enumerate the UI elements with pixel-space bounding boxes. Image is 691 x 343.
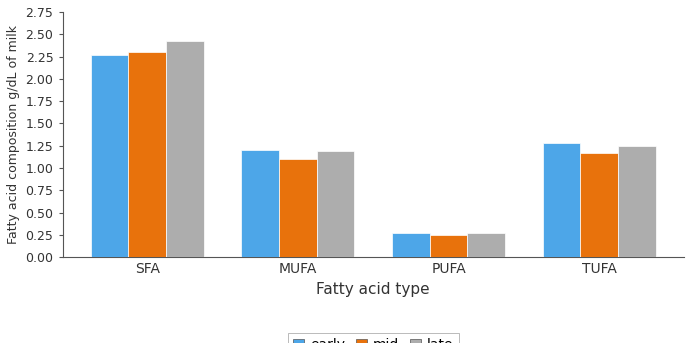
X-axis label: Fatty acid type: Fatty acid type (316, 282, 430, 297)
Bar (392, 233, 430, 257)
Bar (129, 52, 166, 257)
Bar (543, 143, 580, 257)
Bar (279, 159, 316, 257)
Y-axis label: Fatty acid composition g/dL of milk: Fatty acid composition g/dL of milk (7, 25, 20, 244)
Bar (618, 146, 656, 257)
Bar (166, 42, 204, 257)
Bar (241, 150, 279, 257)
Bar (316, 151, 354, 257)
Bar (430, 235, 468, 257)
Bar (91, 55, 129, 257)
Bar (468, 233, 505, 257)
Legend: early, mid, late: early, mid, late (287, 333, 459, 343)
Bar (580, 153, 618, 257)
